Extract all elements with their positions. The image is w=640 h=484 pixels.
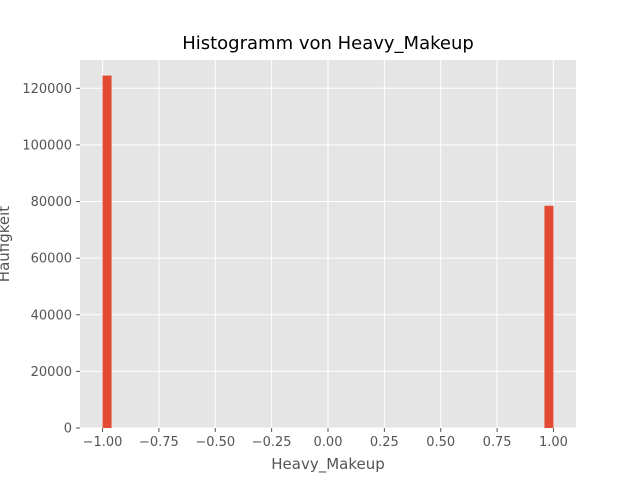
x-tick-label: 0.00 xyxy=(314,435,343,450)
x-tick-label: 0.25 xyxy=(370,435,399,450)
y-tick-label: 40000 xyxy=(31,308,72,323)
histogram-bar xyxy=(102,75,112,429)
chart-title: Histogramm von Heavy_Makeup xyxy=(182,33,474,54)
x-axis-label: Heavy_Makeup xyxy=(271,455,385,474)
axis-ticks: −1.00 −0.75 −0.50 −0.25 0.00 0.25 0.50 0.75 1.00… xyxy=(22,82,568,450)
bars xyxy=(102,75,554,429)
x-tick-label: 0.75 xyxy=(483,435,512,450)
y-axis-label: Häufigkeit xyxy=(0,206,13,282)
y-tick-label: 80000 xyxy=(31,195,72,210)
y-tick-label: 20000 xyxy=(31,365,72,380)
y-tick-label: 0 xyxy=(64,422,72,437)
x-tick-label: −0.25 xyxy=(252,435,292,450)
x-tick-label: 0.50 xyxy=(426,435,455,450)
y-tick-label: 120000 xyxy=(22,82,72,97)
histogram-bar xyxy=(544,205,554,428)
y-tick-label: 60000 xyxy=(31,252,72,267)
x-tick-label: −0.50 xyxy=(195,435,235,450)
y-tick-label: 100000 xyxy=(22,138,72,153)
x-tick-label: −0.75 xyxy=(139,435,179,450)
x-tick-label: 1.00 xyxy=(539,435,568,450)
x-tick-label: −1.00 xyxy=(83,435,123,450)
